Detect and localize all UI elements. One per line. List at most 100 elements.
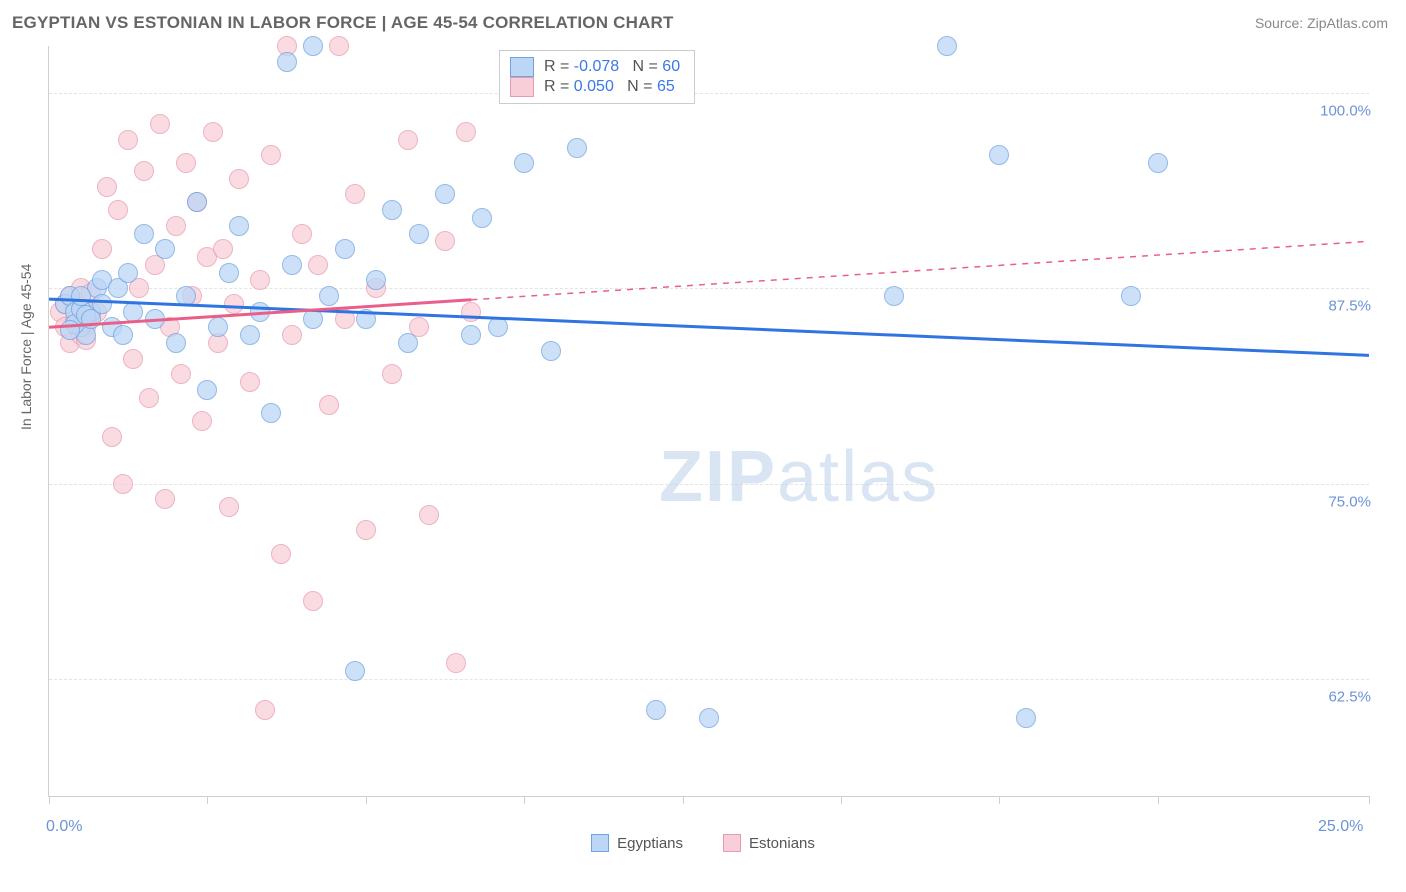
- point-egyptian: [335, 239, 355, 259]
- x-tick: [1158, 796, 1159, 804]
- point-egyptian: [303, 36, 323, 56]
- stats-legend-row: R = 0.050 N = 65: [510, 77, 680, 97]
- point-egyptian: [282, 255, 302, 275]
- point-estonian: [118, 130, 138, 150]
- point-estonian: [335, 309, 355, 329]
- x-tick: [841, 796, 842, 804]
- gridline: [49, 93, 1369, 94]
- point-egyptian: [937, 36, 957, 56]
- point-egyptian: [208, 317, 228, 337]
- point-estonian: [308, 255, 328, 275]
- point-egyptian: [303, 309, 323, 329]
- point-egyptian: [699, 708, 719, 728]
- point-estonian: [303, 591, 323, 611]
- y-tick-label: 75.0%: [1328, 493, 1371, 510]
- point-egyptian: [514, 153, 534, 173]
- legend-item: Estonians: [723, 834, 815, 852]
- point-egyptian: [71, 286, 91, 306]
- point-egyptian: [145, 309, 165, 329]
- point-estonian: [203, 122, 223, 142]
- point-egyptian: [118, 263, 138, 283]
- point-estonian: [213, 239, 233, 259]
- source-label: Source: ZipAtlas.com: [1255, 15, 1388, 31]
- x-tick: [207, 796, 208, 804]
- point-estonian: [271, 544, 291, 564]
- point-egyptian: [398, 333, 418, 353]
- point-egyptian: [567, 138, 587, 158]
- plot-area: ZIPatlas R = -0.078 N = 60R = 0.050 N = …: [48, 46, 1369, 797]
- point-egyptian: [435, 184, 455, 204]
- point-estonian: [113, 474, 133, 494]
- point-estonian: [102, 427, 122, 447]
- point-estonian: [329, 36, 349, 56]
- gridline: [49, 484, 1369, 485]
- point-estonian: [171, 364, 191, 384]
- point-estonian: [356, 520, 376, 540]
- point-egyptian: [277, 52, 297, 72]
- point-egyptian: [884, 286, 904, 306]
- point-estonian: [155, 489, 175, 509]
- x-tick: [366, 796, 367, 804]
- point-estonian: [398, 130, 418, 150]
- x-tick: [1369, 796, 1370, 804]
- chart-title: EGYPTIAN VS ESTONIAN IN LABOR FORCE | AG…: [12, 13, 674, 33]
- point-estonian: [150, 114, 170, 134]
- point-egyptian: [197, 380, 217, 400]
- point-egyptian: [356, 309, 376, 329]
- x-tick: [999, 796, 1000, 804]
- point-estonian: [229, 169, 249, 189]
- point-estonian: [255, 700, 275, 720]
- point-egyptian: [261, 403, 281, 423]
- point-estonian: [382, 364, 402, 384]
- point-estonian: [282, 325, 302, 345]
- point-estonian: [123, 349, 143, 369]
- point-egyptian: [1016, 708, 1036, 728]
- point-egyptian: [92, 294, 112, 314]
- point-estonian: [97, 177, 117, 197]
- y-tick-label: 100.0%: [1320, 102, 1371, 119]
- point-egyptian: [240, 325, 260, 345]
- point-estonian: [240, 372, 260, 392]
- gridline: [49, 288, 1369, 289]
- x-tick: [683, 796, 684, 804]
- point-egyptian: [60, 320, 80, 340]
- point-estonian: [435, 231, 455, 251]
- regression-lines: [49, 46, 1369, 796]
- point-estonian: [139, 388, 159, 408]
- point-egyptian: [488, 317, 508, 337]
- point-egyptian: [1121, 286, 1141, 306]
- point-estonian: [419, 505, 439, 525]
- point-egyptian: [155, 239, 175, 259]
- point-estonian: [224, 294, 244, 314]
- legend-item: Egyptians: [591, 834, 683, 852]
- point-egyptian: [123, 302, 143, 322]
- x-tick: [49, 796, 50, 804]
- point-egyptian: [461, 325, 481, 345]
- point-egyptian: [366, 270, 386, 290]
- point-estonian: [176, 153, 196, 173]
- watermark-rest: atlas: [777, 437, 939, 517]
- point-egyptian: [541, 341, 561, 361]
- point-egyptian: [409, 224, 429, 244]
- gridline: [49, 679, 1369, 680]
- point-estonian: [134, 161, 154, 181]
- point-egyptian: [176, 286, 196, 306]
- point-egyptian: [166, 333, 186, 353]
- watermark: ZIPatlas: [659, 436, 939, 518]
- point-estonian: [108, 200, 128, 220]
- point-estonian: [261, 145, 281, 165]
- x-tick: [524, 796, 525, 804]
- stats-legend: R = -0.078 N = 60R = 0.050 N = 65: [499, 50, 695, 104]
- header: EGYPTIAN VS ESTONIAN IN LABOR FORCE | AG…: [0, 0, 1406, 46]
- point-estonian: [456, 122, 476, 142]
- point-estonian: [166, 216, 186, 236]
- point-egyptian: [229, 216, 249, 236]
- point-estonian: [319, 395, 339, 415]
- point-egyptian: [134, 224, 154, 244]
- point-estonian: [219, 497, 239, 517]
- point-egyptian: [187, 192, 207, 212]
- point-egyptian: [1148, 153, 1168, 173]
- point-egyptian: [250, 302, 270, 322]
- point-egyptian: [646, 700, 666, 720]
- series-legend: Egyptians Estonians: [0, 834, 1406, 852]
